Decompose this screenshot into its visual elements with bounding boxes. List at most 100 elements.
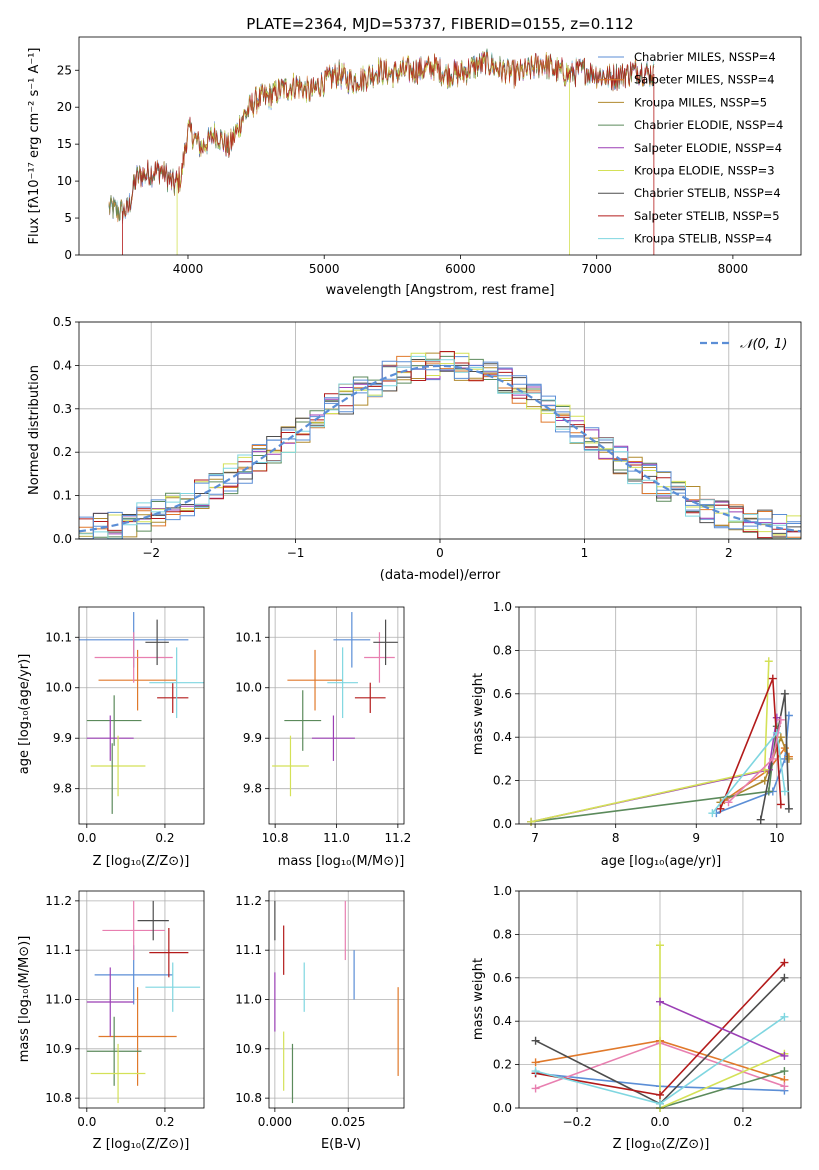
- x-tick-label: 6000: [445, 262, 476, 276]
- weight-point: [531, 1036, 540, 1045]
- legend-label-chabrier-stelib-nssp-4: Chabrier STELIB, NSSP=4: [634, 186, 781, 200]
- legend-label-kroupa-elodie-nssp-3: Kroupa ELODIE, NSSP=3: [634, 164, 775, 178]
- weight-point: [756, 815, 765, 824]
- errorbar-pink: [102, 900, 165, 961]
- spectrum-series-salpeter-stelib: [122, 51, 655, 219]
- axes-frame: [78, 890, 205, 1109]
- weight-series-chabrier-stelib: [756, 689, 793, 824]
- y-tick-label: 9.8: [243, 782, 262, 796]
- x-tick-label: 7000: [581, 262, 612, 276]
- errorbar-chabrier-elodie: [86, 1016, 142, 1086]
- errorbar-salpeter-stelib: [157, 682, 189, 713]
- x-tick-label: 10: [769, 831, 784, 845]
- weight-point: [656, 1099, 664, 1108]
- weight-point: [764, 657, 773, 666]
- y-tick-label: 0.8: [493, 643, 512, 657]
- x-tick-label: −2: [142, 546, 160, 560]
- errorbar-chabrier-stelib: [137, 900, 169, 941]
- weight-point: [784, 804, 793, 813]
- age-vs-mass-xlabel: mass [log₁₀(M/M⊙)]: [278, 854, 405, 869]
- age-vs-z-ylabel: age [log₁₀(age/yr)]: [17, 654, 32, 775]
- y-tick-label: 20: [57, 100, 72, 114]
- weight-vs-z-ylabel: mass weight: [471, 958, 486, 1040]
- spectrum-legend: Chabrier MILES, NSSP=4 Salpeter MILES, NS…: [598, 50, 783, 246]
- weight-series-salpeter-elodie: [656, 997, 789, 1060]
- y-tick-label: 0.0: [493, 817, 512, 831]
- axes-frame: [518, 606, 802, 825]
- axes-frame: [268, 606, 405, 825]
- legend-label-kroupa-miles-nssp-5: Kroupa MILES, NSSP=5: [634, 95, 767, 109]
- weight-point: [780, 1012, 789, 1021]
- y-tick-label: 9.9: [53, 731, 72, 745]
- y-tick-label: 0.4: [53, 358, 72, 372]
- axes-frame: [78, 606, 205, 825]
- weight-point: [776, 715, 785, 724]
- weight-series-kroupa-elodie: [527, 657, 773, 826]
- weight-series-kroupa-stelib: [708, 728, 789, 818]
- plot-area: [527, 657, 793, 826]
- y-tick-label: 0.2: [493, 1058, 512, 1072]
- weight-point: [708, 809, 717, 818]
- y-tick-label: 11.0: [235, 993, 262, 1007]
- y-tick-label: 0: [64, 248, 72, 262]
- y-tick-label: 11.2: [45, 894, 72, 908]
- residual-histogram-series: [79, 351, 801, 539]
- x-tick-label: 0.000: [258, 1115, 292, 1129]
- weight-point: [772, 713, 781, 722]
- grid-lines: [269, 607, 404, 824]
- y-tick-label: 0.3: [53, 402, 72, 416]
- weight-point: [780, 1082, 789, 1091]
- age-vs-mass-axes: 10.8 11.0 11.2 9.8 9.9 10.0 10.1: [235, 606, 411, 845]
- weight-vs-z-xlabel: Z [log₁₀(Z/Z⊙)]: [613, 1137, 710, 1152]
- residual-histogram-series: [79, 355, 801, 540]
- weight-series-salpeter-stelib: [716, 674, 785, 813]
- weight-point: [780, 787, 789, 796]
- axes-frame: [268, 890, 405, 1109]
- errorbar-salpeter-stelib: [149, 927, 189, 978]
- x-tick-label: −1: [287, 546, 305, 560]
- weight-point: [531, 1058, 540, 1067]
- y-tick-label: 0.5: [53, 315, 72, 329]
- x-tick-label: 1: [581, 546, 589, 560]
- residuals-legend-label: 𝒩(0, 1): [740, 337, 787, 352]
- weight-point: [780, 973, 789, 982]
- weight-point: [780, 1067, 789, 1076]
- weight-series-kroupa-stelib: [531, 1012, 789, 1108]
- residuals-xlabel: (data-model)/error: [380, 568, 501, 583]
- x-tick-label: 0.2: [155, 831, 174, 845]
- y-tick-label: 10.0: [45, 681, 72, 695]
- x-tick-label: −0.2: [562, 1115, 591, 1129]
- residuals-ylabel: Normed distribution: [27, 365, 42, 495]
- y-tick-label: 9.8: [53, 782, 72, 796]
- y-tick-label: 1.0: [493, 600, 512, 614]
- x-tick-label: 5000: [309, 262, 340, 276]
- errorbar-salpeter-elodie: [311, 715, 355, 761]
- residuals-axes: −2 −1 0 1 2 0.0 0.1 0.2 0.3 0.4 0.5: [53, 315, 802, 560]
- y-tick-label: 11.2: [235, 894, 262, 908]
- plot-area: [108, 48, 655, 255]
- weight-line: [659, 1000, 785, 1057]
- plot-area: [78, 351, 802, 540]
- axes-frame: [518, 890, 802, 1109]
- grid-lines: [79, 891, 204, 1108]
- axes-frame: [78, 36, 802, 256]
- plot-area: [86, 900, 201, 1104]
- weight-point: [656, 941, 664, 950]
- errorbar-salpeter-stelib: [354, 682, 386, 713]
- weight-point: [527, 817, 536, 826]
- errorbar-kroupa-stelib: [327, 647, 358, 719]
- errorbar-salpeter-elodie: [86, 715, 134, 761]
- weight-point: [776, 800, 785, 809]
- x-tick-label: 0.2: [733, 1115, 752, 1129]
- y-tick-label: 15: [57, 137, 72, 151]
- y-tick-label: 0.1: [53, 489, 72, 503]
- weight-vs-Z-axes: −0.2 0.0 0.2 0.0 0.2 0.4 0.6 0.8 1.0: [493, 884, 802, 1129]
- x-tick-label: 11.0: [323, 831, 350, 845]
- x-tick-label: 2: [725, 546, 733, 560]
- y-tick-label: 10.1: [235, 630, 262, 644]
- weight-point: [768, 674, 777, 683]
- errorbar-kroupa-elodie: [272, 735, 309, 797]
- y-tick-label: 0.6: [493, 687, 512, 701]
- weight-point: [780, 689, 789, 698]
